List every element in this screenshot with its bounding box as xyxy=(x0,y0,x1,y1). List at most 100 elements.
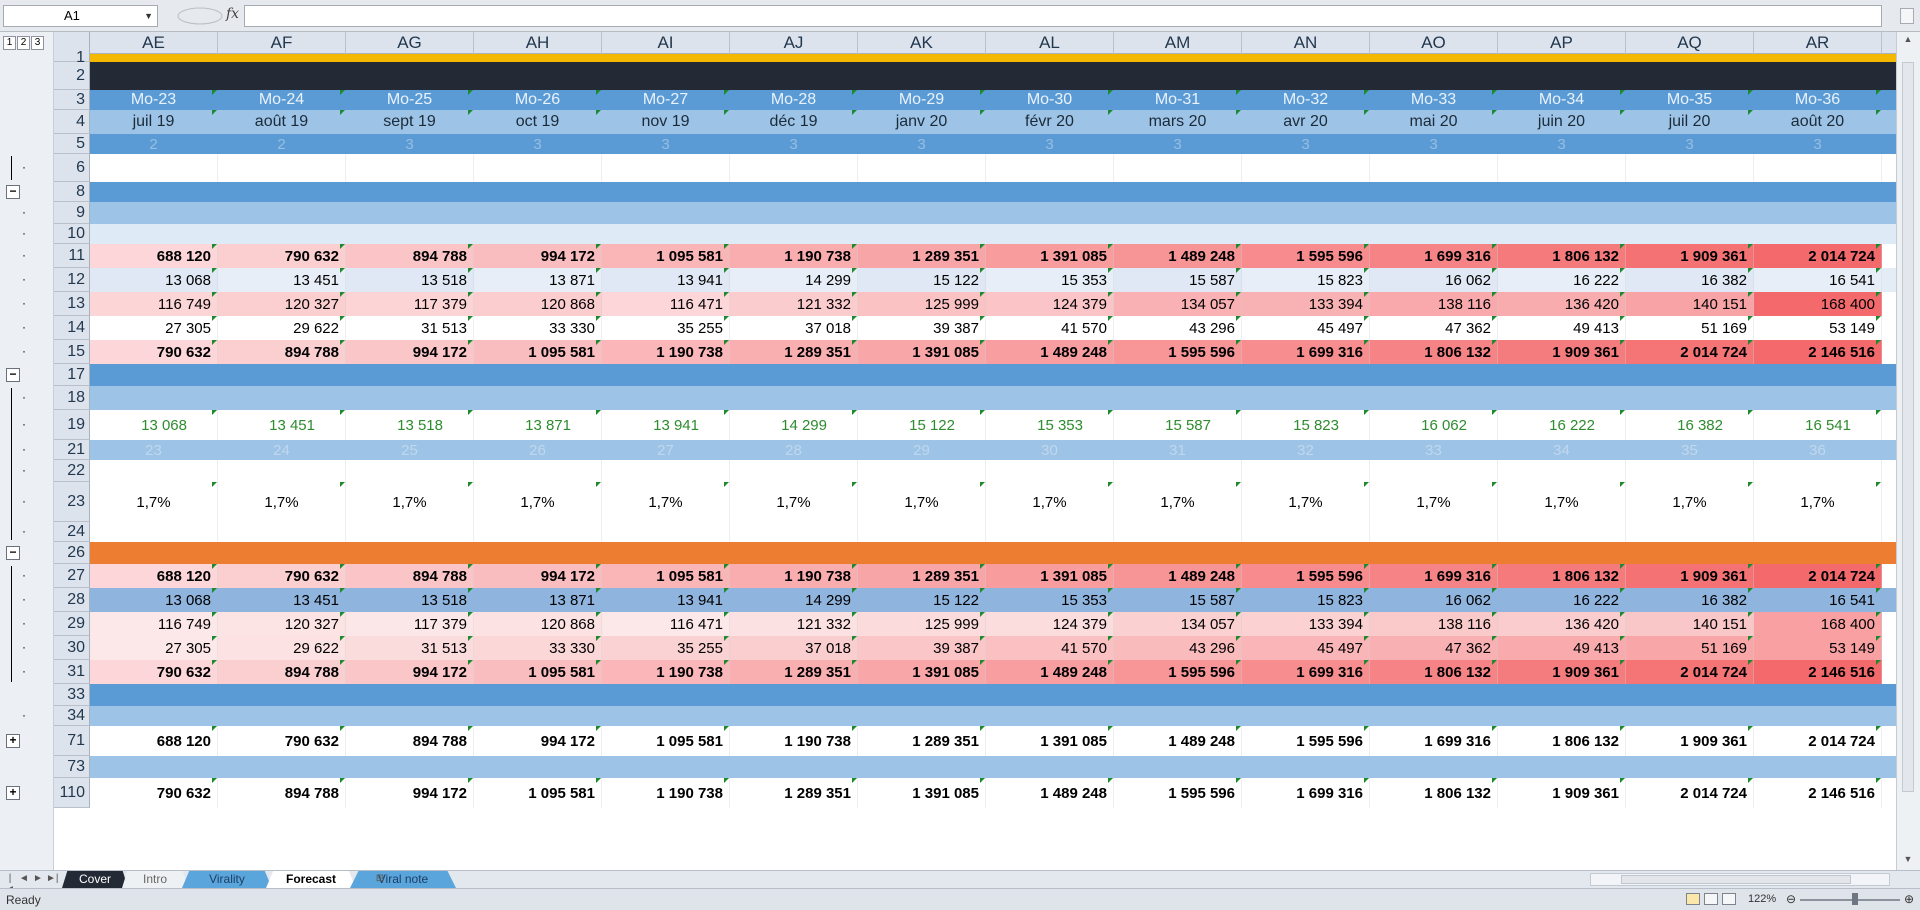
cell-an1[interactable] xyxy=(1242,54,1370,62)
column-header-ah[interactable]: AH xyxy=(474,32,602,54)
cell-ap14[interactable]: 49 413 xyxy=(1498,316,1626,340)
cell-am31[interactable]: 1 595 596 xyxy=(1114,660,1242,684)
cell-ar19[interactable]: 16 541 xyxy=(1754,410,1882,440)
cell-ar8[interactable] xyxy=(1754,182,1882,202)
cell-af24[interactable] xyxy=(218,522,346,542)
cell-al33[interactable] xyxy=(986,684,1114,706)
cell-af11[interactable]: 790 632 xyxy=(218,244,346,268)
sheet-tab-cover[interactable]: Cover xyxy=(62,871,128,888)
cell-ae19[interactable]: 13 068 xyxy=(90,410,218,440)
cell-ae2[interactable] xyxy=(90,62,218,90)
cell-al17[interactable] xyxy=(986,364,1114,386)
cell-ao71[interactable]: 1 699 316 xyxy=(1370,726,1498,756)
cell-af13[interactable]: 120 327 xyxy=(218,292,346,316)
cell-ap27[interactable]: 1 806 132 xyxy=(1498,564,1626,588)
cell-ae10[interactable] xyxy=(90,224,218,244)
cell-ap9[interactable] xyxy=(1498,202,1626,224)
cell-ag71[interactable]: 894 788 xyxy=(346,726,474,756)
cell-aq23[interactable]: 1,7% xyxy=(1626,482,1754,522)
cell-al71[interactable]: 1 391 085 xyxy=(986,726,1114,756)
cell-af15[interactable]: 894 788 xyxy=(218,340,346,364)
row-header[interactable]: 110 xyxy=(54,778,90,808)
cell-aq30[interactable]: 51 169 xyxy=(1626,636,1754,660)
row-header[interactable]: 17 xyxy=(54,364,90,386)
cell-an33[interactable] xyxy=(1242,684,1370,706)
cell-ai26[interactable] xyxy=(602,542,730,564)
cell-af30[interactable]: 29 622 xyxy=(218,636,346,660)
zoom-out-icon[interactable]: ⊖ xyxy=(1786,892,1797,906)
cell-ap5[interactable]: 3 xyxy=(1498,134,1626,154)
cell-ae1[interactable] xyxy=(90,54,218,62)
cell-aq10[interactable] xyxy=(1626,224,1754,244)
column-header-an[interactable]: AN xyxy=(1242,32,1370,54)
cell-ar15[interactable]: 2 146 516 xyxy=(1754,340,1882,364)
cell-aj73[interactable] xyxy=(730,756,858,778)
cell-ar11[interactable]: 2 014 724 xyxy=(1754,244,1882,268)
cell-ar21[interactable]: 36 xyxy=(1754,440,1882,460)
cell-ar71[interactable]: 2 014 724 xyxy=(1754,726,1882,756)
cell-af31[interactable]: 894 788 xyxy=(218,660,346,684)
cell-ai33[interactable] xyxy=(602,684,730,706)
cell-ag29[interactable]: 117 379 xyxy=(346,612,474,636)
cell-af8[interactable] xyxy=(218,182,346,202)
cell-ai3[interactable]: Mo-27 xyxy=(602,90,730,110)
cell-ae18[interactable] xyxy=(90,386,218,410)
cell-ae8[interactable] xyxy=(90,182,218,202)
cell-aj14[interactable]: 37 018 xyxy=(730,316,858,340)
cell-ap23[interactable]: 1,7% xyxy=(1498,482,1626,522)
sheet-tab-viral-note[interactable]: Viral note xyxy=(350,871,456,888)
cell-ag3[interactable]: Mo-25 xyxy=(346,90,474,110)
cell-ag19[interactable]: 13 518 xyxy=(346,410,474,440)
scroll-up-icon[interactable]: ▲ xyxy=(1903,34,1913,44)
cell-al11[interactable]: 1 391 085 xyxy=(986,244,1114,268)
horizontal-scroll-thumb[interactable] xyxy=(1621,875,1851,884)
cell-ap19[interactable]: 16 222 xyxy=(1498,410,1626,440)
cell-aj29[interactable]: 121 332 xyxy=(730,612,858,636)
cell-ar17[interactable] xyxy=(1754,364,1882,386)
row-header[interactable]: 26 xyxy=(54,542,90,564)
cell-ai10[interactable] xyxy=(602,224,730,244)
sheet-tab-virality[interactable]: Virality xyxy=(182,871,272,888)
cell-af10[interactable] xyxy=(218,224,346,244)
cell-ag26[interactable] xyxy=(346,542,474,564)
zoom-slider-thumb[interactable] xyxy=(1852,893,1858,905)
cell-aq4[interactable]: juil 20 xyxy=(1626,110,1754,134)
row-header[interactable]: 1 xyxy=(54,49,90,66)
cell-aq110[interactable]: 2 014 724 xyxy=(1626,778,1754,808)
collapse-group-button[interactable]: − xyxy=(6,185,20,199)
cell-an9[interactable] xyxy=(1242,202,1370,224)
cell-am9[interactable] xyxy=(1114,202,1242,224)
cell-ae26[interactable] xyxy=(90,542,218,564)
cell-ah22[interactable] xyxy=(474,460,602,482)
cell-ap73[interactable] xyxy=(1498,756,1626,778)
cell-ag10[interactable] xyxy=(346,224,474,244)
cell-ak23[interactable]: 1,7% xyxy=(858,482,986,522)
cell-ak110[interactable]: 1 391 085 xyxy=(858,778,986,808)
cell-ag110[interactable]: 994 172 xyxy=(346,778,474,808)
cell-aj19[interactable]: 14 299 xyxy=(730,410,858,440)
cell-al28[interactable]: 15 353 xyxy=(986,588,1114,612)
cell-ao3[interactable]: Mo-33 xyxy=(1370,90,1498,110)
cell-ak5[interactable]: 3 xyxy=(858,134,986,154)
cell-ae17[interactable] xyxy=(90,364,218,386)
cell-ao110[interactable]: 1 806 132 xyxy=(1370,778,1498,808)
cell-al34[interactable] xyxy=(986,706,1114,726)
cell-ao8[interactable] xyxy=(1370,182,1498,202)
cell-ar6[interactable] xyxy=(1754,154,1882,182)
cell-ai1[interactable] xyxy=(602,54,730,62)
cell-ak10[interactable] xyxy=(858,224,986,244)
cell-ah1[interactable] xyxy=(474,54,602,62)
cell-af29[interactable]: 120 327 xyxy=(218,612,346,636)
cell-ai19[interactable]: 13 941 xyxy=(602,410,730,440)
cell-ai8[interactable] xyxy=(602,182,730,202)
row-header[interactable]: 15 xyxy=(54,340,90,364)
cell-aq12[interactable]: 16 382 xyxy=(1626,268,1754,292)
cell-ao33[interactable] xyxy=(1370,684,1498,706)
cell-ap17[interactable] xyxy=(1498,364,1626,386)
cell-ap13[interactable]: 136 420 xyxy=(1498,292,1626,316)
chevron-down-icon[interactable]: ▼ xyxy=(144,11,153,21)
cell-ak34[interactable] xyxy=(858,706,986,726)
cell-ao4[interactable]: mai 20 xyxy=(1370,110,1498,134)
cell-ae13[interactable]: 116 749 xyxy=(90,292,218,316)
cell-ar1[interactable] xyxy=(1754,54,1882,62)
